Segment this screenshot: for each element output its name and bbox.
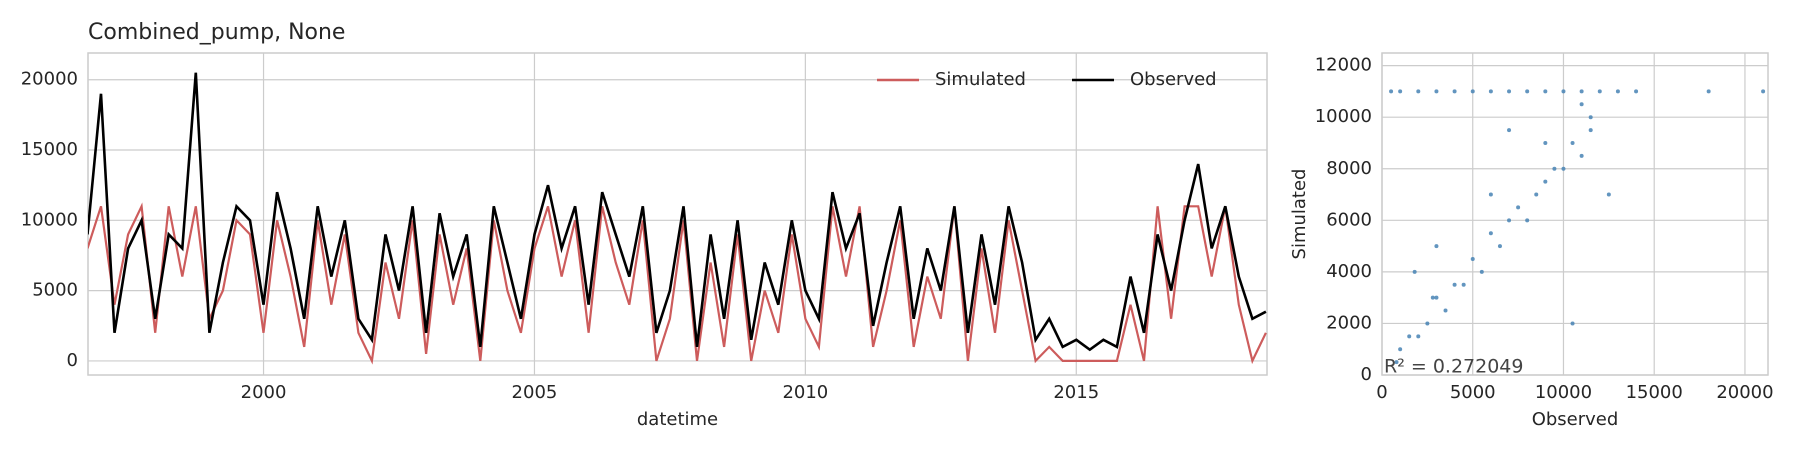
axes-frame [87, 52, 1268, 376]
y-tick-label: 12000 [1315, 55, 1372, 76]
scatter-point [1588, 115, 1593, 120]
y-tick-label: 4000 [1326, 261, 1372, 282]
x-tick-label: 20000 [1716, 382, 1773, 403]
scatter-point [1452, 89, 1457, 94]
scatter-point [1443, 308, 1448, 313]
legend-label: Observed [1130, 69, 1217, 90]
y-tick-label: 0 [1361, 364, 1372, 385]
scatter-point [1615, 89, 1620, 94]
scatter-point [1416, 89, 1421, 94]
scatter-point [1579, 153, 1584, 158]
chart-title: Combined_pump, None [88, 20, 345, 45]
scatter-point [1507, 128, 1512, 133]
y-tick-label: 6000 [1326, 209, 1372, 230]
scatter-point [1516, 205, 1521, 210]
x-tick-label: 2015 [1053, 382, 1099, 403]
y-tick-label: 10000 [21, 209, 78, 230]
y-tick-label: 10000 [1315, 106, 1372, 127]
scatter-point [1579, 102, 1584, 107]
scatter-point [1534, 192, 1539, 197]
legend-label: Simulated [935, 69, 1026, 90]
scatter-point [1407, 334, 1412, 339]
series-line [88, 202, 1267, 365]
scatter-point [1561, 89, 1566, 94]
series-line [88, 72, 1267, 352]
scatter-point [1543, 179, 1548, 184]
y-tick-label: 5000 [32, 280, 78, 301]
annotation: R² = 0.272049 [1384, 356, 1523, 378]
x-tick-label: 2005 [512, 382, 558, 403]
scatter-point [1507, 89, 1512, 94]
x-tick-label: 2010 [782, 382, 828, 403]
scatter-point [1543, 89, 1548, 94]
scatter-point [1389, 89, 1394, 94]
y-axis-label: Simulated [1289, 169, 1310, 260]
scatter-point [1761, 89, 1766, 94]
x-tick-label: 0 [1376, 382, 1387, 403]
scatter-point [1570, 321, 1575, 326]
scatter-point [1434, 295, 1439, 300]
scatter-point [1597, 89, 1602, 94]
scatter-point [1579, 89, 1584, 94]
x-tick-label: 15000 [1626, 382, 1683, 403]
scatter-point [1488, 231, 1493, 236]
scatter-point [1416, 334, 1421, 339]
scatter-point [1488, 192, 1493, 197]
scatter-point [1588, 128, 1593, 133]
scatter-point [1552, 166, 1557, 171]
x-tick-label: 5000 [1450, 382, 1496, 403]
x-axis-label: Observed [1532, 409, 1619, 430]
scatter-point [1398, 347, 1403, 352]
scatter-point [1543, 140, 1548, 145]
x-axis-label: datetime [637, 409, 718, 430]
y-tick-label: 8000 [1326, 158, 1372, 179]
scatter-point [1606, 192, 1611, 197]
scatter-point [1434, 89, 1439, 94]
scatter-point [1470, 256, 1475, 261]
scatter-point [1412, 269, 1417, 274]
scatter-point [1425, 321, 1430, 326]
scatter-point [1525, 218, 1530, 223]
scatter-point [1561, 166, 1566, 171]
y-tick-label: 2000 [1326, 312, 1372, 333]
x-tick-label: 10000 [1535, 382, 1592, 403]
scatter-point [1525, 89, 1530, 94]
scatter-point [1479, 269, 1484, 274]
scatter-point [1430, 295, 1435, 300]
y-tick-label: 20000 [21, 69, 78, 90]
x-tick-label: 2000 [241, 382, 287, 403]
scatter-point [1488, 89, 1493, 94]
scatter-point [1394, 360, 1399, 365]
y-tick-label: 15000 [21, 139, 78, 160]
scatter-point [1634, 89, 1639, 94]
scatter-point [1570, 140, 1575, 145]
scatter-point [1470, 89, 1475, 94]
scatter-point [1497, 244, 1502, 249]
scatter-point [1461, 282, 1466, 287]
scatter-point [1706, 89, 1711, 94]
scatter-point [1452, 282, 1457, 287]
y-tick-label: 0 [67, 350, 78, 371]
scatter-point [1434, 244, 1439, 249]
scatter-point [1507, 218, 1512, 223]
scatter-point [1398, 89, 1403, 94]
axes-frame [1381, 52, 1769, 376]
